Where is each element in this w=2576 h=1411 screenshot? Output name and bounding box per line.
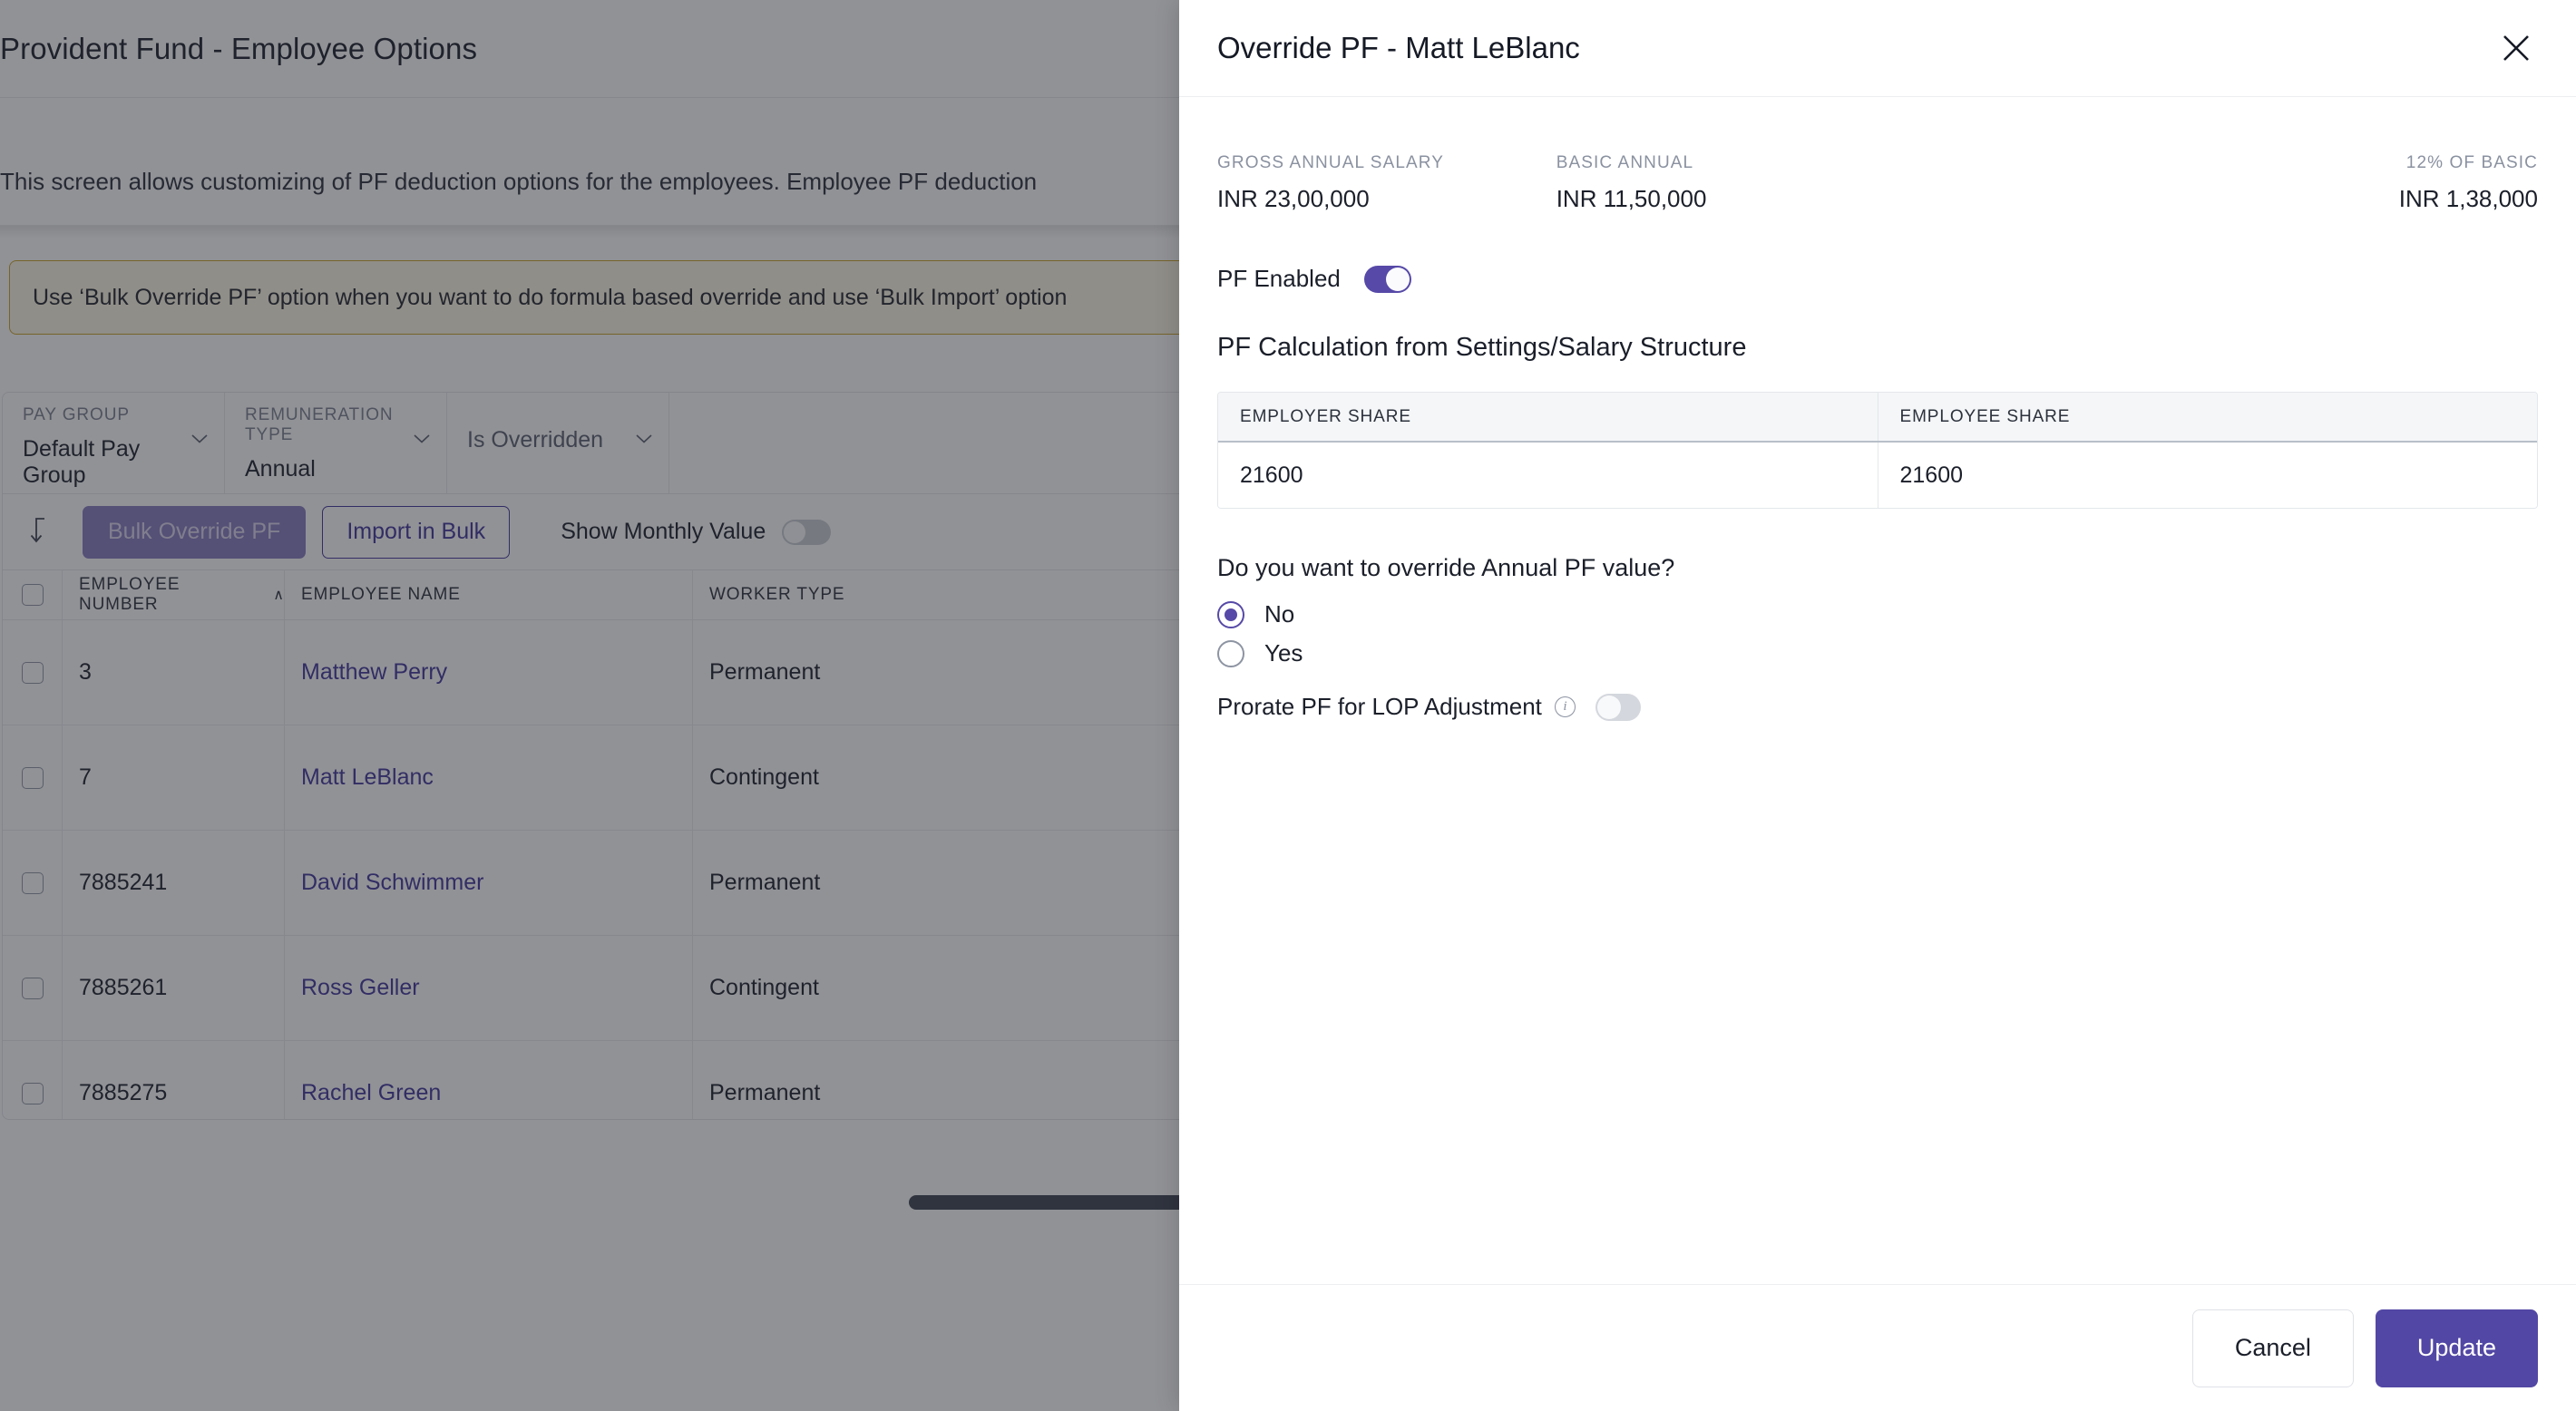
radio-no-label: No <box>1264 600 1295 628</box>
override-pf-panel: Override PF - Matt LeBlanc GROSS ANNUAL … <box>1179 0 2576 1411</box>
column-employee-share: EMPLOYEE SHARE <box>1877 393 2538 441</box>
stat-label: 12% OF BASIC <box>2405 153 2538 172</box>
pf-enabled-row: PF Enabled <box>1217 265 2538 293</box>
override-question: Do you want to override Annual PF value? <box>1217 554 1675 581</box>
radio-yes[interactable] <box>1217 639 1244 667</box>
pf-share-table-row: 21600 21600 <box>1218 443 2537 508</box>
radio-no[interactable] <box>1217 600 1244 628</box>
pf-share-table-header: EMPLOYER SHARE EMPLOYEE SHARE <box>1218 393 2537 443</box>
panel-footer: Cancel Update <box>1179 1284 2576 1411</box>
stat-label: GROSS ANNUAL SALARY <box>1217 153 1445 172</box>
radio-yes-label: Yes <box>1264 639 1303 667</box>
panel-header: Override PF - Matt LeBlanc <box>1179 0 2576 97</box>
prorate-pf-row: Prorate PF for LOP Adjustment i <box>1217 693 2538 721</box>
stat-value: INR 11,50,000 <box>1556 185 1707 212</box>
stat-value: INR 23,00,000 <box>1217 185 1370 212</box>
pf-calculation-section-title: PF Calculation from Settings/Salary Stru… <box>1217 333 1747 362</box>
panel-title: Override PF - Matt LeBlanc <box>1217 31 1580 64</box>
close-icon[interactable] <box>2493 24 2540 72</box>
pf-enabled-toggle[interactable] <box>1363 265 1411 293</box>
radio-option-no[interactable]: No <box>1217 600 2538 628</box>
prorate-pf-toggle[interactable] <box>1595 693 1641 721</box>
pf-enabled-label: PF Enabled <box>1217 265 1341 292</box>
panel-body: GROSS ANNUAL SALARY INR 23,00,000 BASIC … <box>1179 97 2576 1284</box>
update-button[interactable]: Update <box>2375 1309 2538 1387</box>
radio-option-yes[interactable]: Yes <box>1217 639 2538 667</box>
stat-12-percent-of-basic: 12% OF BASIC INR 1,38,000 <box>2234 153 2538 213</box>
stat-gross-annual-salary: GROSS ANNUAL SALARY INR 23,00,000 <box>1217 153 1556 213</box>
stat-basic-annual: BASIC ANNUAL INR 11,50,000 <box>1556 153 2234 213</box>
pf-share-table: EMPLOYER SHARE EMPLOYEE SHARE 21600 2160… <box>1217 392 2538 509</box>
salary-stats: GROSS ANNUAL SALARY INR 23,00,000 BASIC … <box>1217 97 2538 213</box>
info-icon[interactable]: i <box>1554 696 1576 717</box>
prorate-pf-label: Prorate PF for LOP Adjustment <box>1217 693 1542 720</box>
stat-value: INR 1,38,000 <box>2398 185 2538 212</box>
cell-employer-share: 21600 <box>1240 462 1303 488</box>
column-employer-share: EMPLOYER SHARE <box>1240 406 1411 426</box>
cancel-button[interactable]: Cancel <box>2191 1309 2354 1387</box>
stat-label: BASIC ANNUAL <box>1556 153 1694 172</box>
cell-employee-share: 21600 <box>1877 443 2538 508</box>
